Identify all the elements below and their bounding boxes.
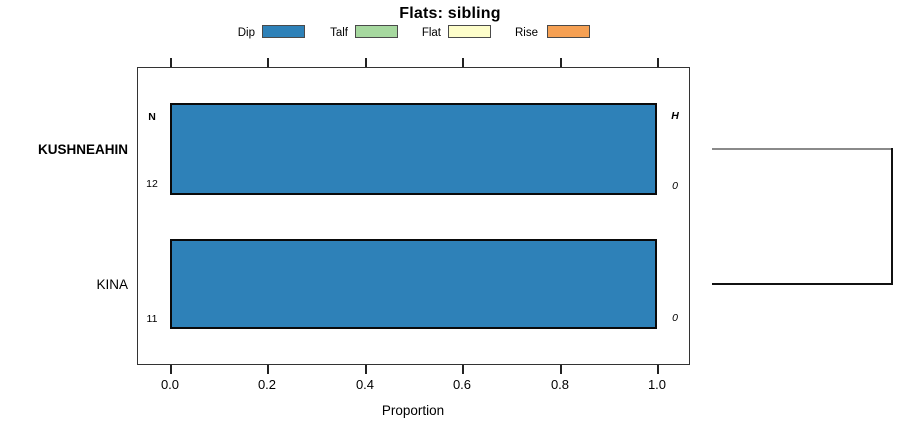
category-label-kina: KINA [96, 277, 128, 292]
legend-label-talf: Talf [330, 27, 348, 39]
dendrogram-branch-kushneahin [712, 148, 893, 150]
legend-label-rise: Rise [514, 27, 538, 39]
bottom-tick-5 [657, 365, 659, 374]
bar-kushneahin-dip [170, 103, 657, 195]
legend-swatch-dip-icon [262, 25, 305, 38]
bottom-tick-4 [560, 365, 562, 374]
bottom-tick-2 [365, 365, 367, 374]
x-tick-label-2: 0.4 [355, 377, 375, 392]
h-value-kushneahin: 0 [672, 180, 678, 192]
legend-label-dip: Dip [237, 27, 255, 39]
legend-label-flat: Flat [421, 27, 441, 39]
top-tick-2 [365, 58, 367, 67]
legend-swatch-flat-icon [448, 25, 491, 38]
x-tick-label-5: 1.0 [647, 377, 667, 392]
x-axis-title: Proportion [381, 403, 445, 418]
legend-swatch-rise-icon [547, 25, 590, 38]
x-tick-label-1: 0.2 [257, 377, 277, 392]
top-tick-1 [267, 58, 269, 67]
dendrogram-join-line [891, 148, 893, 285]
category-label-kushneahin: KUSHNEAHIN [37, 142, 128, 157]
x-tick-label-4: 0.8 [550, 377, 570, 392]
dendrogram-branch-kina [712, 283, 893, 285]
x-tick-label-0: 0.0 [160, 377, 180, 392]
n-value-kina: 11 [146, 313, 158, 325]
bottom-tick-0 [170, 365, 172, 374]
h-value-kina: 0 [672, 312, 678, 324]
top-tick-0 [170, 58, 172, 67]
x-tick-label-3: 0.6 [452, 377, 472, 392]
n-value-kushneahin: 12 [146, 178, 158, 190]
h-column-header: H [671, 110, 679, 122]
top-tick-5 [657, 58, 659, 67]
legend-swatch-talf-icon [355, 25, 398, 38]
n-column-header: N [148, 111, 156, 123]
bar-kina-dip [170, 239, 657, 329]
chart-title: Flats: sibling [399, 5, 501, 22]
bottom-tick-1 [267, 365, 269, 374]
bottom-tick-3 [462, 365, 464, 374]
top-tick-3 [462, 58, 464, 67]
top-tick-4 [560, 58, 562, 67]
